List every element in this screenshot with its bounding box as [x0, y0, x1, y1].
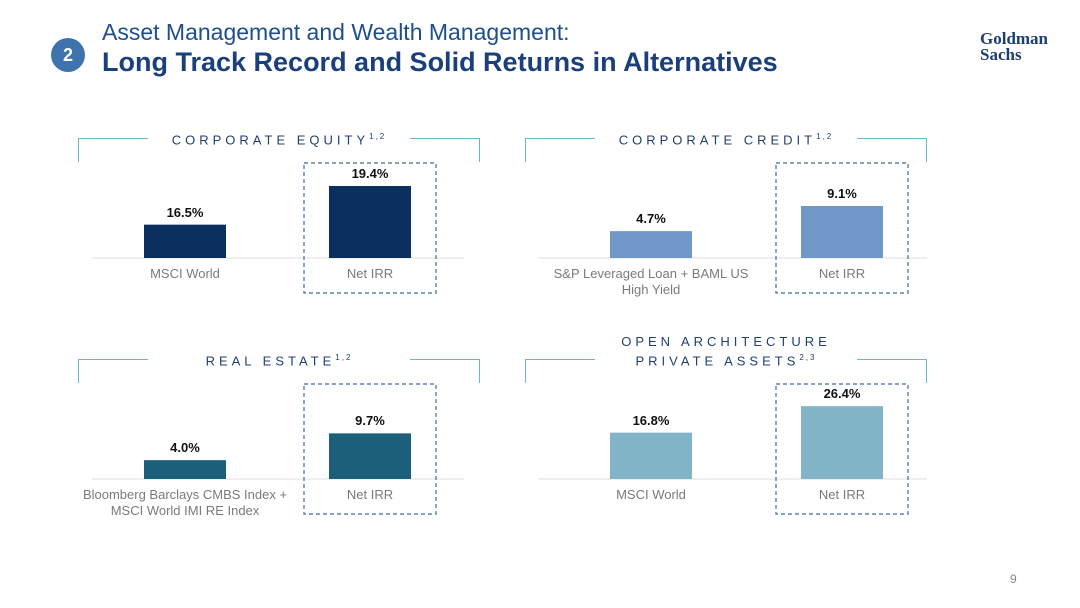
category-label: Net IRR [818, 266, 866, 281]
title-footnote: 1,2 [816, 131, 834, 141]
chart [78, 359, 480, 515]
category-label: Net IRR [818, 487, 866, 502]
title-footnote: 2,3 [799, 352, 817, 362]
value-label: 26.4% [823, 386, 861, 402]
chart [525, 359, 927, 515]
chart [525, 138, 927, 294]
value-label: 16.8% [632, 412, 670, 428]
value-label: 4.0% [170, 440, 200, 456]
bracket [857, 138, 927, 162]
panel-title: CORPORATE EQUITY1,2 [149, 129, 409, 148]
bar [329, 186, 411, 258]
bar [610, 231, 692, 258]
panel-title-text: OPEN ARCHITECTURE PRIVATE ASSETS [621, 333, 831, 368]
panel-title: REAL ESTATE1,2 [149, 350, 409, 369]
logo-line: Goldman [980, 29, 1049, 48]
bracket [410, 138, 480, 162]
value-label: 4.7% [636, 211, 666, 227]
category-label: MSCI World [616, 487, 686, 502]
chart-panel: OPEN ARCHITECTURE PRIVATE ASSETS2,3 16.8%… [525, 334, 927, 524]
bar [144, 460, 226, 479]
category-label: Net IRR [346, 487, 394, 502]
value-label: 9.7% [355, 413, 385, 429]
bracket [525, 359, 595, 383]
panel-title-text: CORPORATE CREDIT [618, 132, 817, 147]
bracket [78, 138, 148, 162]
highlight-box [775, 162, 909, 294]
value-label: 19.4% [351, 166, 389, 181]
badge-circle [51, 38, 85, 72]
subtitle: Long Track Record and Solid Returns in A… [102, 47, 778, 77]
panel-title-text: CORPORATE EQUITY [171, 132, 370, 147]
panel-title-text: REAL ESTATE [205, 353, 336, 368]
page-number: 9 [1010, 572, 1017, 586]
logo-line: Sachs [980, 45, 1022, 64]
category-label: MSCI World [150, 266, 220, 281]
bracket [410, 359, 480, 383]
highlight-box [775, 383, 909, 515]
panel-title: CORPORATE CREDIT1,2 [596, 129, 856, 148]
bar [801, 406, 883, 479]
value-label: 16.5% [166, 204, 204, 220]
title-footnote: 1,2 [369, 131, 387, 141]
panel-title: OPEN ARCHITECTURE PRIVATE ASSETS2,3 [596, 334, 856, 369]
header-graphics: 2 Asset Management and Wealth Management… [51, 19, 1049, 77]
category-label: S&P Leveraged Loan + BAML US High Yield [553, 266, 749, 297]
title: Asset Management and Wealth Management: [102, 19, 570, 45]
title-footnote: 1,2 [335, 352, 353, 362]
bar [329, 433, 411, 479]
chart-panel: REAL ESTATE1,2 4.0% Bloomberg Barclays CMB… [78, 349, 480, 524]
bar [144, 224, 226, 258]
badge: 2 [63, 45, 73, 65]
chart-panel: CORPORATE EQUITY1,2 16.5% MSCI World 19.4% N… [78, 128, 480, 303]
chart-panel: CORPORATE CREDIT1,2 4.7% S&P Leveraged Loa… [525, 128, 927, 303]
bracket [525, 138, 595, 162]
bracket [857, 359, 927, 383]
bracket [78, 359, 148, 383]
highlight-box [303, 162, 437, 294]
chart [78, 138, 480, 294]
value-label: 9.1% [827, 186, 857, 201]
highlight-box [303, 383, 437, 515]
category-label: Net IRR [346, 266, 394, 281]
bar [610, 432, 692, 479]
category-label: Bloomberg Barclays CMBS Index + MSCI Wor… [82, 487, 288, 518]
bar [801, 206, 883, 258]
